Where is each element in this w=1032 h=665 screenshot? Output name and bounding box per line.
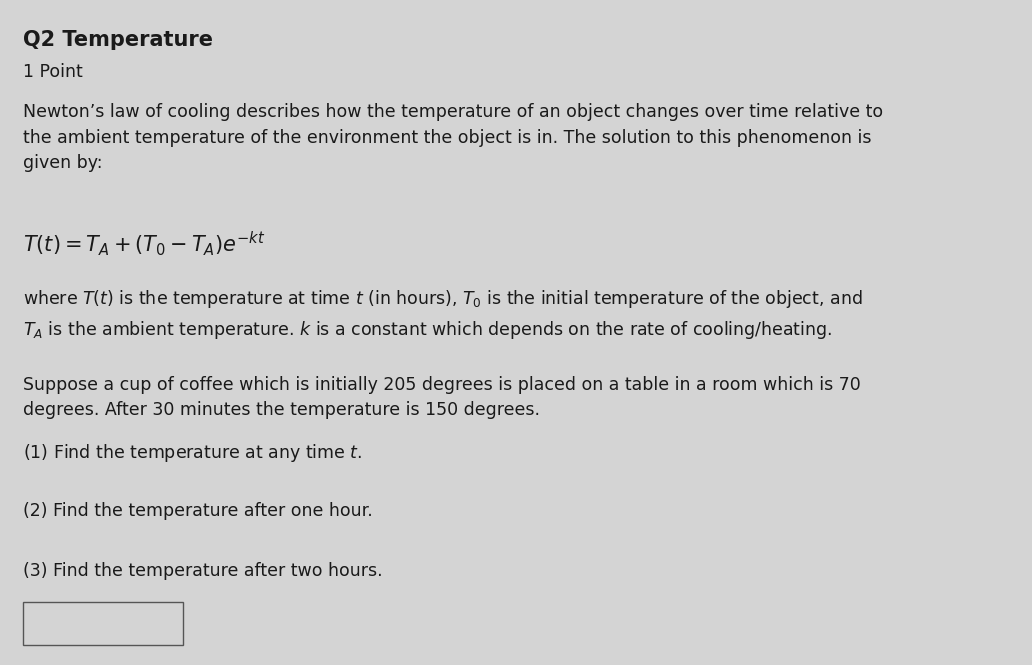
Text: $T(t) = T_A + (T_0 - T_A)e^{-kt}$: $T(t) = T_A + (T_0 - T_A)e^{-kt}$: [23, 229, 265, 258]
Text: (1) Find the temperature at any time $t$.: (1) Find the temperature at any time $t$…: [23, 442, 362, 464]
Text: (2) Find the temperature after one hour.: (2) Find the temperature after one hour.: [23, 502, 373, 520]
Text: Suppose a cup of coffee which is initially 205 degrees is placed on a table in a: Suppose a cup of coffee which is initial…: [23, 376, 861, 420]
FancyBboxPatch shape: [23, 602, 183, 645]
Text: where $T(t)$ is the temperature at time $t$ (in hours), $T_0$ is the initial tem: where $T(t)$ is the temperature at time …: [23, 288, 863, 340]
Text: Newton’s law of cooling describes how the temperature of an object changes over : Newton’s law of cooling describes how th…: [23, 103, 882, 172]
Text: 1 Point: 1 Point: [23, 63, 83, 81]
Text: (3) Find the temperature after two hours.: (3) Find the temperature after two hours…: [23, 562, 382, 580]
Text: Q2 Temperature: Q2 Temperature: [23, 30, 213, 50]
